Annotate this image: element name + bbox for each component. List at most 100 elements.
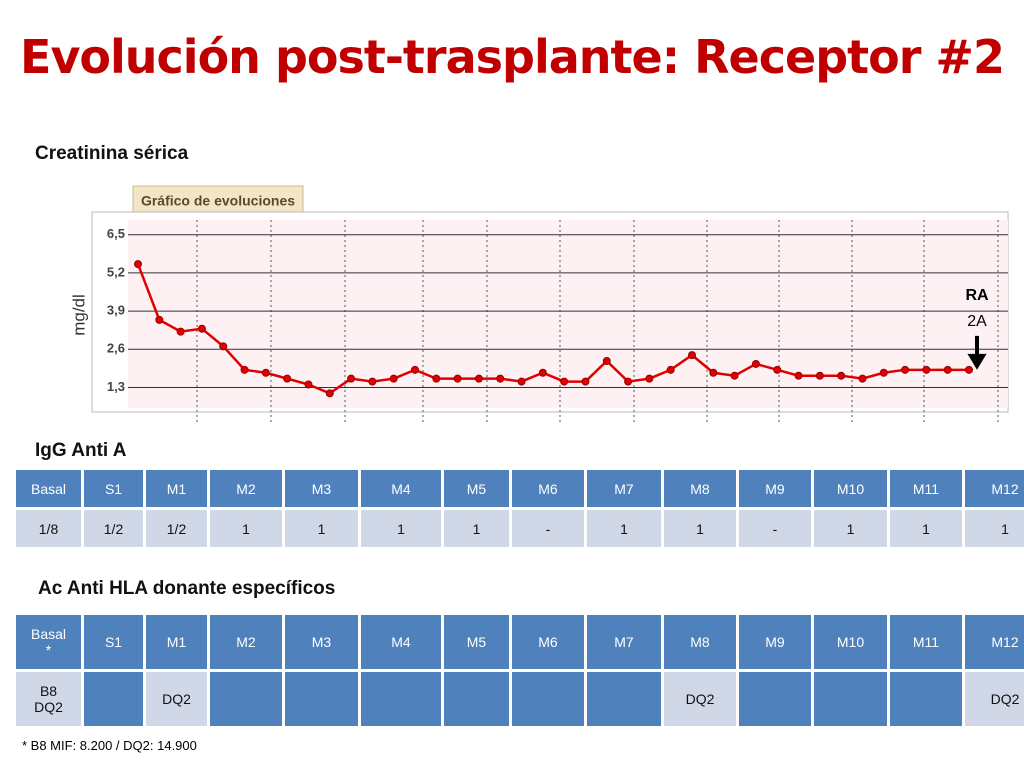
header-cell: M11 xyxy=(890,470,962,507)
point xyxy=(815,371,824,380)
table-title: Ac Anti HLA donante específicos xyxy=(38,578,336,599)
cell xyxy=(814,672,887,726)
table: Basal * S1 M1 M2 M3 M4 M5 M6 M7 M8 M9 M10 M11 M12 B8 D… xyxy=(13,612,1024,729)
header-cell: M10 xyxy=(814,615,887,669)
header-cell: M3 xyxy=(285,615,358,669)
cell: B8 DQ2 xyxy=(16,672,81,726)
cell: 1 xyxy=(210,510,282,547)
point xyxy=(901,365,910,374)
point xyxy=(602,357,611,365)
point xyxy=(837,371,846,380)
header-cell: M9 xyxy=(739,615,811,669)
point xyxy=(240,365,249,374)
y-tick-label: 3,9 xyxy=(107,303,125,318)
point xyxy=(943,365,952,374)
cell xyxy=(444,672,509,726)
point xyxy=(453,374,462,383)
header-cell: M12 xyxy=(965,470,1024,507)
point xyxy=(389,374,398,383)
cell: 1 xyxy=(587,510,661,547)
header-cell: M5 xyxy=(444,615,509,669)
cell: 1/2 xyxy=(84,510,143,547)
plot-area xyxy=(128,220,1008,408)
point xyxy=(304,380,313,389)
header-cell: M4 xyxy=(361,615,441,669)
chart: Gráfico de evoluciones mg/dl 1,3 2,6 3,9 5,… xyxy=(69,185,1009,425)
cell xyxy=(587,672,661,726)
table-title: IgG Anti A xyxy=(35,440,127,461)
point xyxy=(261,368,270,377)
panel-tab xyxy=(132,185,304,217)
point xyxy=(325,389,334,398)
point xyxy=(581,377,590,386)
point xyxy=(538,368,547,377)
cell xyxy=(512,672,584,726)
point xyxy=(368,377,377,386)
cell xyxy=(361,672,441,726)
cell: 1 xyxy=(285,510,358,547)
header-row: Basal S1 M1 M2 M3 M4 M5 M6 M7 M8 M9 M10 M11 M12 xyxy=(16,470,1024,507)
chart-title: Creatinina sérica xyxy=(35,143,189,164)
header-cell: M5 xyxy=(444,470,509,507)
cell: 1/8 xyxy=(16,510,81,547)
table: Basal S1 M1 M2 M3 M4 M5 M6 M7 M8 M9 M10 M11 M12 1/8 1/2… xyxy=(13,467,1024,550)
point xyxy=(347,374,356,383)
point xyxy=(134,260,142,269)
cell xyxy=(210,672,282,726)
point xyxy=(879,368,888,377)
row: B8 DQ2 DQ2 DQ2 DQ2 xyxy=(16,672,1024,726)
point xyxy=(773,365,782,374)
y-tick-label: 1,3 xyxy=(107,379,125,394)
y-tick-label: 2,6 xyxy=(107,341,125,356)
header-cell: M7 xyxy=(587,470,661,507)
header-cell: Basal * xyxy=(16,615,81,669)
point xyxy=(688,351,696,360)
point xyxy=(624,377,633,386)
point xyxy=(176,327,185,336)
slide-title: Evolución post-trasplante: Receptor #2 xyxy=(20,30,1005,84)
header-cell: M10 xyxy=(814,470,887,507)
footnote: * B8 MIF: 8.200 / DQ2: 14.900 xyxy=(22,738,197,753)
header-cell: M9 xyxy=(739,470,811,507)
point xyxy=(496,374,505,383)
cell: - xyxy=(739,510,811,547)
line xyxy=(136,263,969,395)
panel-label: Gráfico de evoluciones xyxy=(141,193,295,209)
point xyxy=(411,365,419,374)
point xyxy=(432,374,441,383)
point xyxy=(666,365,675,374)
header-cell: M8 xyxy=(664,615,736,669)
header-cell: M1 xyxy=(146,470,207,507)
point xyxy=(474,374,483,383)
y-axis-label: mg/dl xyxy=(69,294,88,336)
month-grid xyxy=(196,220,999,425)
cell: DQ2 xyxy=(664,672,736,726)
cell: DQ2 xyxy=(965,672,1024,726)
row: 1/8 1/2 1/2 1 1 1 1-1 1-1 1 1 xyxy=(16,510,1024,547)
header-row: Basal * S1 M1 M2 M3 M4 M5 M6 M7 M8 M9 M10 M11 M12 xyxy=(16,615,1024,669)
point xyxy=(751,359,760,368)
cell: DQ2 xyxy=(146,672,207,726)
cell: 1 xyxy=(965,510,1024,547)
cell: 1 xyxy=(361,510,441,547)
point xyxy=(219,342,228,351)
cell: 1 xyxy=(890,510,962,547)
header-cell: Basal xyxy=(16,470,81,507)
point xyxy=(730,371,739,380)
header-cell: M3 xyxy=(285,470,358,507)
point xyxy=(197,324,206,333)
point xyxy=(709,368,718,377)
y-tick-label: 6,5 xyxy=(107,226,125,241)
annotation: 2A xyxy=(967,313,987,330)
arrow xyxy=(967,335,987,370)
header-cell: S1 xyxy=(84,470,143,507)
header-cell: M11 xyxy=(890,615,962,669)
header-cell: M2 xyxy=(210,615,282,669)
point xyxy=(283,374,292,383)
header-cell: M2 xyxy=(210,470,282,507)
point xyxy=(922,365,931,374)
cell xyxy=(739,672,811,726)
point xyxy=(155,315,164,324)
header-cell: M6 xyxy=(512,615,584,669)
